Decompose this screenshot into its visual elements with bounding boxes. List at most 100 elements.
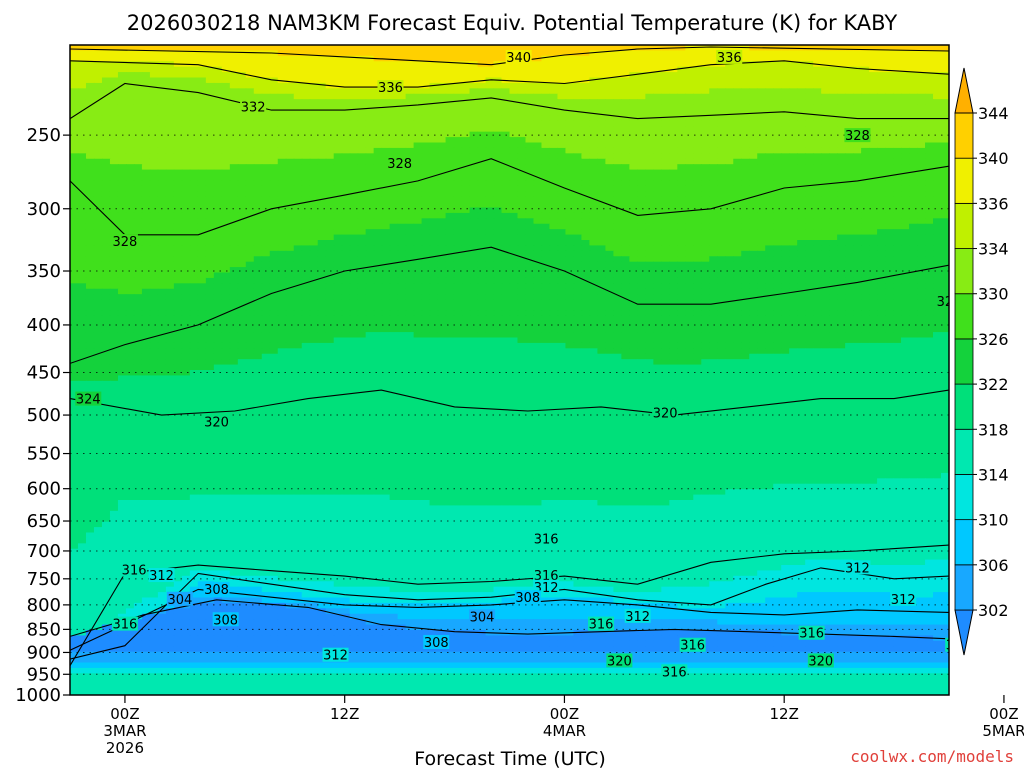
theta-cell (205, 185, 215, 192)
theta-cell (821, 137, 830, 144)
theta-cell (861, 256, 870, 263)
theta-cell (429, 72, 439, 79)
theta-cell (309, 212, 319, 219)
theta-cell (941, 66, 949, 73)
theta-cell (709, 185, 718, 192)
theta-cell (613, 93, 622, 100)
theta-cell (797, 66, 806, 73)
theta-cell (693, 72, 702, 79)
theta-cell (269, 223, 279, 230)
theta-cell (101, 147, 111, 154)
theta-cell (413, 72, 423, 79)
theta-cell (437, 82, 447, 89)
theta-cell (573, 212, 583, 219)
theta-cell (845, 50, 854, 57)
theta-cell (421, 283, 431, 290)
theta-cell (85, 164, 95, 171)
theta-cell (381, 50, 391, 57)
theta-cell (877, 137, 886, 144)
theta-cell (173, 131, 183, 138)
theta-cell (93, 153, 103, 160)
theta-cell (221, 185, 231, 192)
theta-cell (701, 212, 710, 219)
theta-cell (117, 142, 127, 149)
theta-cell (925, 245, 934, 252)
theta-cell (85, 104, 95, 111)
theta-cell (901, 191, 910, 198)
theta-cell (285, 218, 295, 225)
theta-cell (893, 185, 902, 192)
theta-cell (485, 45, 495, 52)
theta-cell (925, 212, 934, 219)
theta-cell (261, 283, 271, 290)
theta-cell (589, 277, 598, 284)
theta-cell (893, 158, 902, 165)
theta-cell (693, 104, 702, 111)
theta-cell (117, 267, 127, 274)
theta-cell (357, 212, 367, 219)
theta-cell (597, 202, 606, 209)
theta-cell (349, 169, 359, 176)
theta-cell (725, 126, 734, 133)
theta-cell (869, 55, 878, 62)
theta-cell (861, 110, 870, 117)
theta-cell (813, 131, 822, 138)
theta-cell (589, 218, 598, 225)
theta-cell (629, 110, 638, 117)
theta-cell (605, 55, 614, 62)
theta-cell (853, 283, 862, 290)
theta-cell (717, 110, 726, 117)
theta-cell (261, 137, 271, 144)
theta-cell (341, 147, 351, 154)
theta-cell (877, 142, 886, 149)
theta-cell (525, 104, 535, 111)
theta-cell (469, 196, 479, 203)
theta-cell (245, 126, 255, 133)
theta-cell (293, 137, 303, 144)
theta-cell (277, 137, 287, 144)
theta-cell (405, 147, 415, 154)
theta-cell (597, 223, 606, 230)
theta-cell (453, 153, 463, 160)
theta-cell (437, 169, 447, 176)
theta-cell (629, 256, 638, 263)
theta-cell (645, 223, 654, 230)
theta-cell (229, 158, 239, 165)
theta-cell (741, 82, 750, 89)
theta-cell (925, 196, 934, 203)
theta-cell (237, 142, 247, 149)
theta-cell (917, 110, 926, 117)
theta-cell (597, 277, 606, 284)
theta-cell (669, 267, 678, 274)
theta-cell (845, 180, 854, 187)
theta-cell (77, 110, 87, 117)
theta-cell (893, 66, 902, 73)
theta-cell (181, 218, 191, 225)
theta-cell (117, 196, 127, 203)
theta-cell (357, 77, 367, 84)
theta-cell (157, 277, 167, 284)
theta-cell (637, 158, 646, 165)
theta-cell (317, 120, 327, 127)
theta-cell (925, 272, 934, 279)
theta-cell (653, 82, 662, 89)
theta-cell (773, 120, 782, 127)
theta-cell (765, 93, 774, 100)
theta-cell (197, 126, 207, 133)
theta-cell (85, 99, 95, 106)
theta-cell (917, 55, 926, 62)
theta-cell (677, 212, 686, 219)
theta-cell (589, 137, 598, 144)
theta-cell (165, 99, 175, 106)
theta-cell (909, 153, 918, 160)
theta-cell (797, 72, 806, 79)
theta-cell (637, 72, 646, 79)
theta-cell (133, 126, 143, 133)
theta-cell (621, 185, 630, 192)
theta-cell (517, 120, 527, 127)
theta-cell (381, 191, 391, 198)
theta-cell (101, 250, 111, 257)
theta-cell (85, 277, 95, 284)
theta-cell (349, 180, 359, 187)
theta-cell (349, 191, 359, 198)
